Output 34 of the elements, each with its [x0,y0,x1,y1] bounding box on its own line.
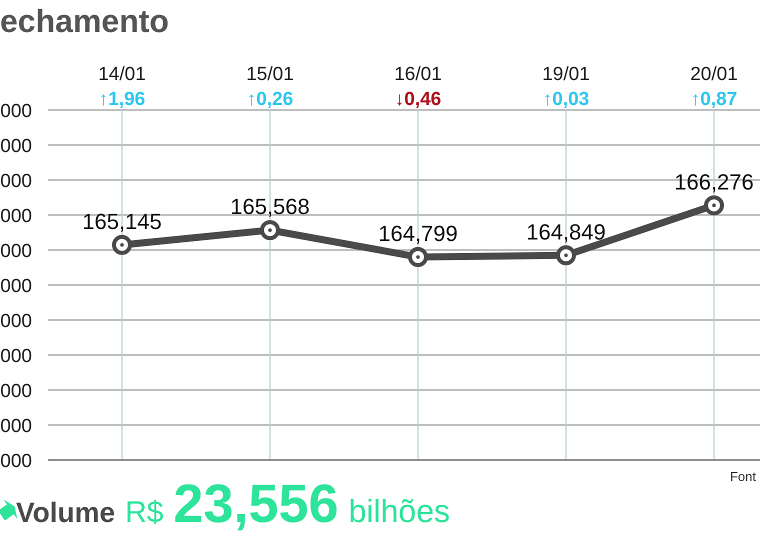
text: Font [730,469,756,484]
text: Volume R$ 23,556 bilhões [16,474,450,534]
text: ↑0,87 [690,89,738,110]
point [704,195,724,216]
point [260,220,280,240]
point [408,247,428,268]
data-label: 165,145 [82,208,162,234]
text: 000 [0,241,32,262]
data-label: 164,799 [378,221,458,246]
text: 000 [0,276,32,297]
text: 000 [0,171,32,192]
text: 000 [0,136,32,157]
text: ↑0,03 [542,89,590,110]
x-tick-label: 15/01 [246,64,294,85]
x-tick-label: 20/01 [690,64,738,85]
text: 000 [0,311,32,332]
data-label: 165,568 [230,194,310,220]
text: 000 [0,101,32,122]
text: ↑0,26 [246,89,294,110]
text: 000 [0,451,32,472]
text: 000 [0,416,32,437]
data-label: 164,849 [526,219,606,244]
text: 000 [0,206,32,227]
text: 000 [0,346,32,367]
x-tick-label: 19/01 [542,64,590,85]
chart-title: echamento [0,3,169,39]
text: 000 [0,381,32,402]
x-tick-label: 14/01 [98,64,146,85]
data-label: 166,276 [674,169,754,194]
point [556,245,576,266]
text: ↑1,96 [98,89,146,110]
text: ↓0,46 [394,89,442,110]
x-tick-label: 16/01 [394,64,442,85]
point [112,234,132,255]
